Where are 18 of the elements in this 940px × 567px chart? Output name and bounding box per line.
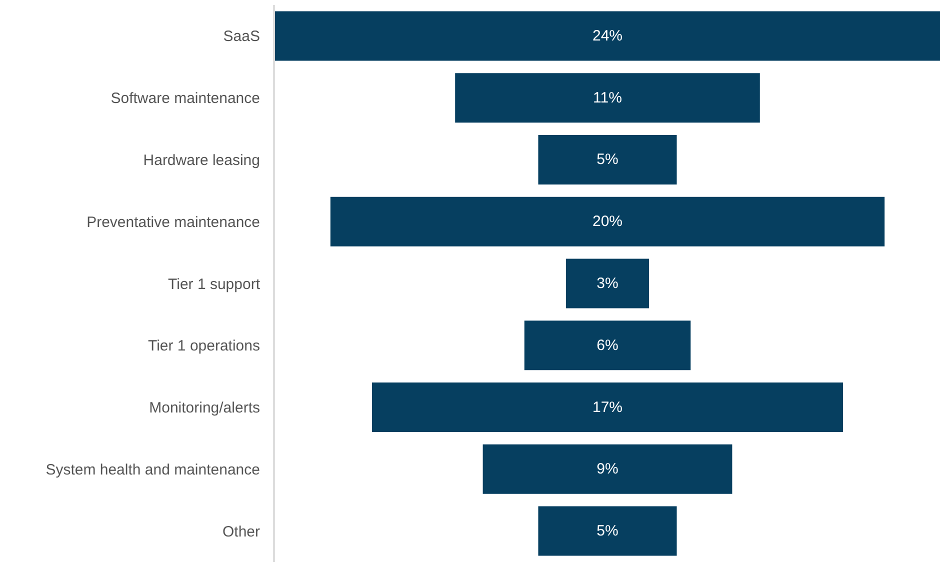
data-label: 9% [596, 460, 618, 478]
data-label: 3% [596, 275, 618, 292]
category-label: Monitoring/alerts [149, 400, 260, 417]
category-label: Tier 1 support [168, 276, 261, 293]
data-label: 24% [592, 27, 623, 44]
category-label: SaaS [223, 28, 260, 46]
category-label: System health and maintenance [46, 461, 260, 478]
data-label: 5% [596, 522, 618, 540]
category-label: Preventative maintenance [86, 214, 260, 231]
category-label: Software maintenance [110, 90, 260, 108]
data-label: 6% [596, 336, 618, 354]
data-label: 5% [596, 151, 618, 168]
data-label: 20% [592, 213, 623, 230]
data-label: 11% [593, 89, 622, 106]
data-label: 17% [592, 398, 623, 416]
category-label: Tier 1 operations [148, 338, 260, 355]
category-label: Hardware leasing [143, 152, 260, 169]
category-label: Other [222, 523, 260, 540]
